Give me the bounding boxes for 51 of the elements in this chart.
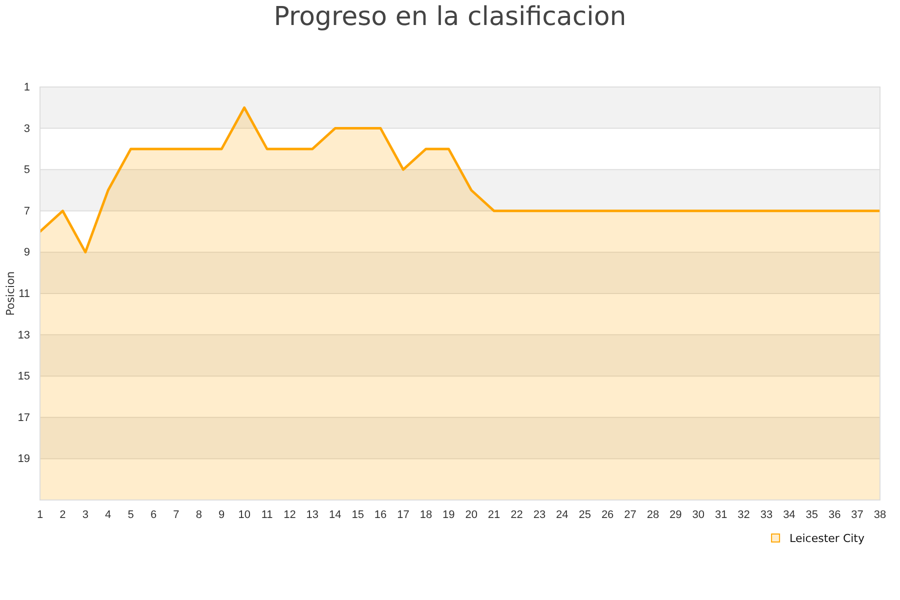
x-tick-label: 29 bbox=[670, 508, 682, 521]
x-tick-label: 23 bbox=[533, 508, 546, 521]
x-tick-label: 6 bbox=[150, 508, 157, 521]
x-tick-label: 24 bbox=[556, 508, 568, 521]
x-tick-label: 8 bbox=[196, 508, 202, 521]
x-tick-label: 18 bbox=[420, 508, 432, 521]
x-tick-label: 22 bbox=[510, 508, 523, 521]
y-tick-label: 7 bbox=[24, 205, 30, 218]
x-tick-label: 26 bbox=[601, 508, 614, 521]
x-tick-label: 34 bbox=[783, 508, 796, 521]
x-tick-label: 4 bbox=[105, 508, 112, 521]
y-tick-label: 11 bbox=[18, 288, 30, 300]
x-tick-label: 36 bbox=[828, 508, 841, 521]
x-tick-label: 32 bbox=[738, 508, 750, 521]
y-tick-label: 1 bbox=[24, 82, 30, 94]
y-axis-title: Posicion bbox=[4, 271, 17, 316]
x-tick-label: 38 bbox=[874, 508, 886, 521]
legend-label: Leicester City bbox=[790, 532, 865, 545]
x-tick-label: 28 bbox=[646, 508, 660, 521]
x-tick-label: 27 bbox=[624, 508, 636, 521]
x-tick-label: 13 bbox=[306, 508, 319, 521]
x-tick-label: 19 bbox=[442, 508, 455, 521]
x-tick-label: 17 bbox=[397, 508, 410, 521]
x-tick-label: 21 bbox=[488, 508, 500, 521]
y-tick-label: 5 bbox=[24, 164, 30, 176]
x-tick-label: 31 bbox=[714, 508, 728, 521]
x-tick-label: 3 bbox=[82, 508, 88, 521]
x-tick-label: 37 bbox=[851, 508, 864, 521]
x-tick-label: 1 bbox=[36, 508, 44, 521]
y-tick-label: 17 bbox=[18, 412, 30, 424]
x-tick-label: 2 bbox=[60, 508, 66, 521]
x-tick-label: 14 bbox=[329, 508, 342, 521]
x-tick-label: 35 bbox=[806, 508, 818, 521]
y-tick-label: 9 bbox=[24, 246, 30, 259]
y-tick-label: 19 bbox=[18, 453, 30, 466]
chart-title: Progreso en la clasificacion bbox=[274, 2, 626, 32]
x-tick-label: 7 bbox=[173, 508, 180, 521]
y-tick-label: 15 bbox=[18, 370, 30, 383]
x-tick-label: 10 bbox=[238, 508, 250, 521]
y-tick-label: 13 bbox=[18, 329, 30, 342]
x-tick-label: 9 bbox=[218, 508, 225, 521]
x-tick-label: 33 bbox=[760, 508, 773, 521]
x-tick-label: 25 bbox=[578, 508, 591, 521]
x-tick-label: 12 bbox=[284, 508, 296, 521]
x-tick-label: 11 bbox=[261, 508, 273, 521]
x-tick-label: 30 bbox=[692, 508, 705, 521]
x-tick-label: 16 bbox=[374, 508, 387, 521]
y-tick-label: 3 bbox=[24, 122, 30, 135]
x-tick-label: 5 bbox=[128, 508, 134, 521]
x-tick-label: 15 bbox=[352, 508, 364, 521]
x-tick-label: 20 bbox=[465, 508, 478, 521]
